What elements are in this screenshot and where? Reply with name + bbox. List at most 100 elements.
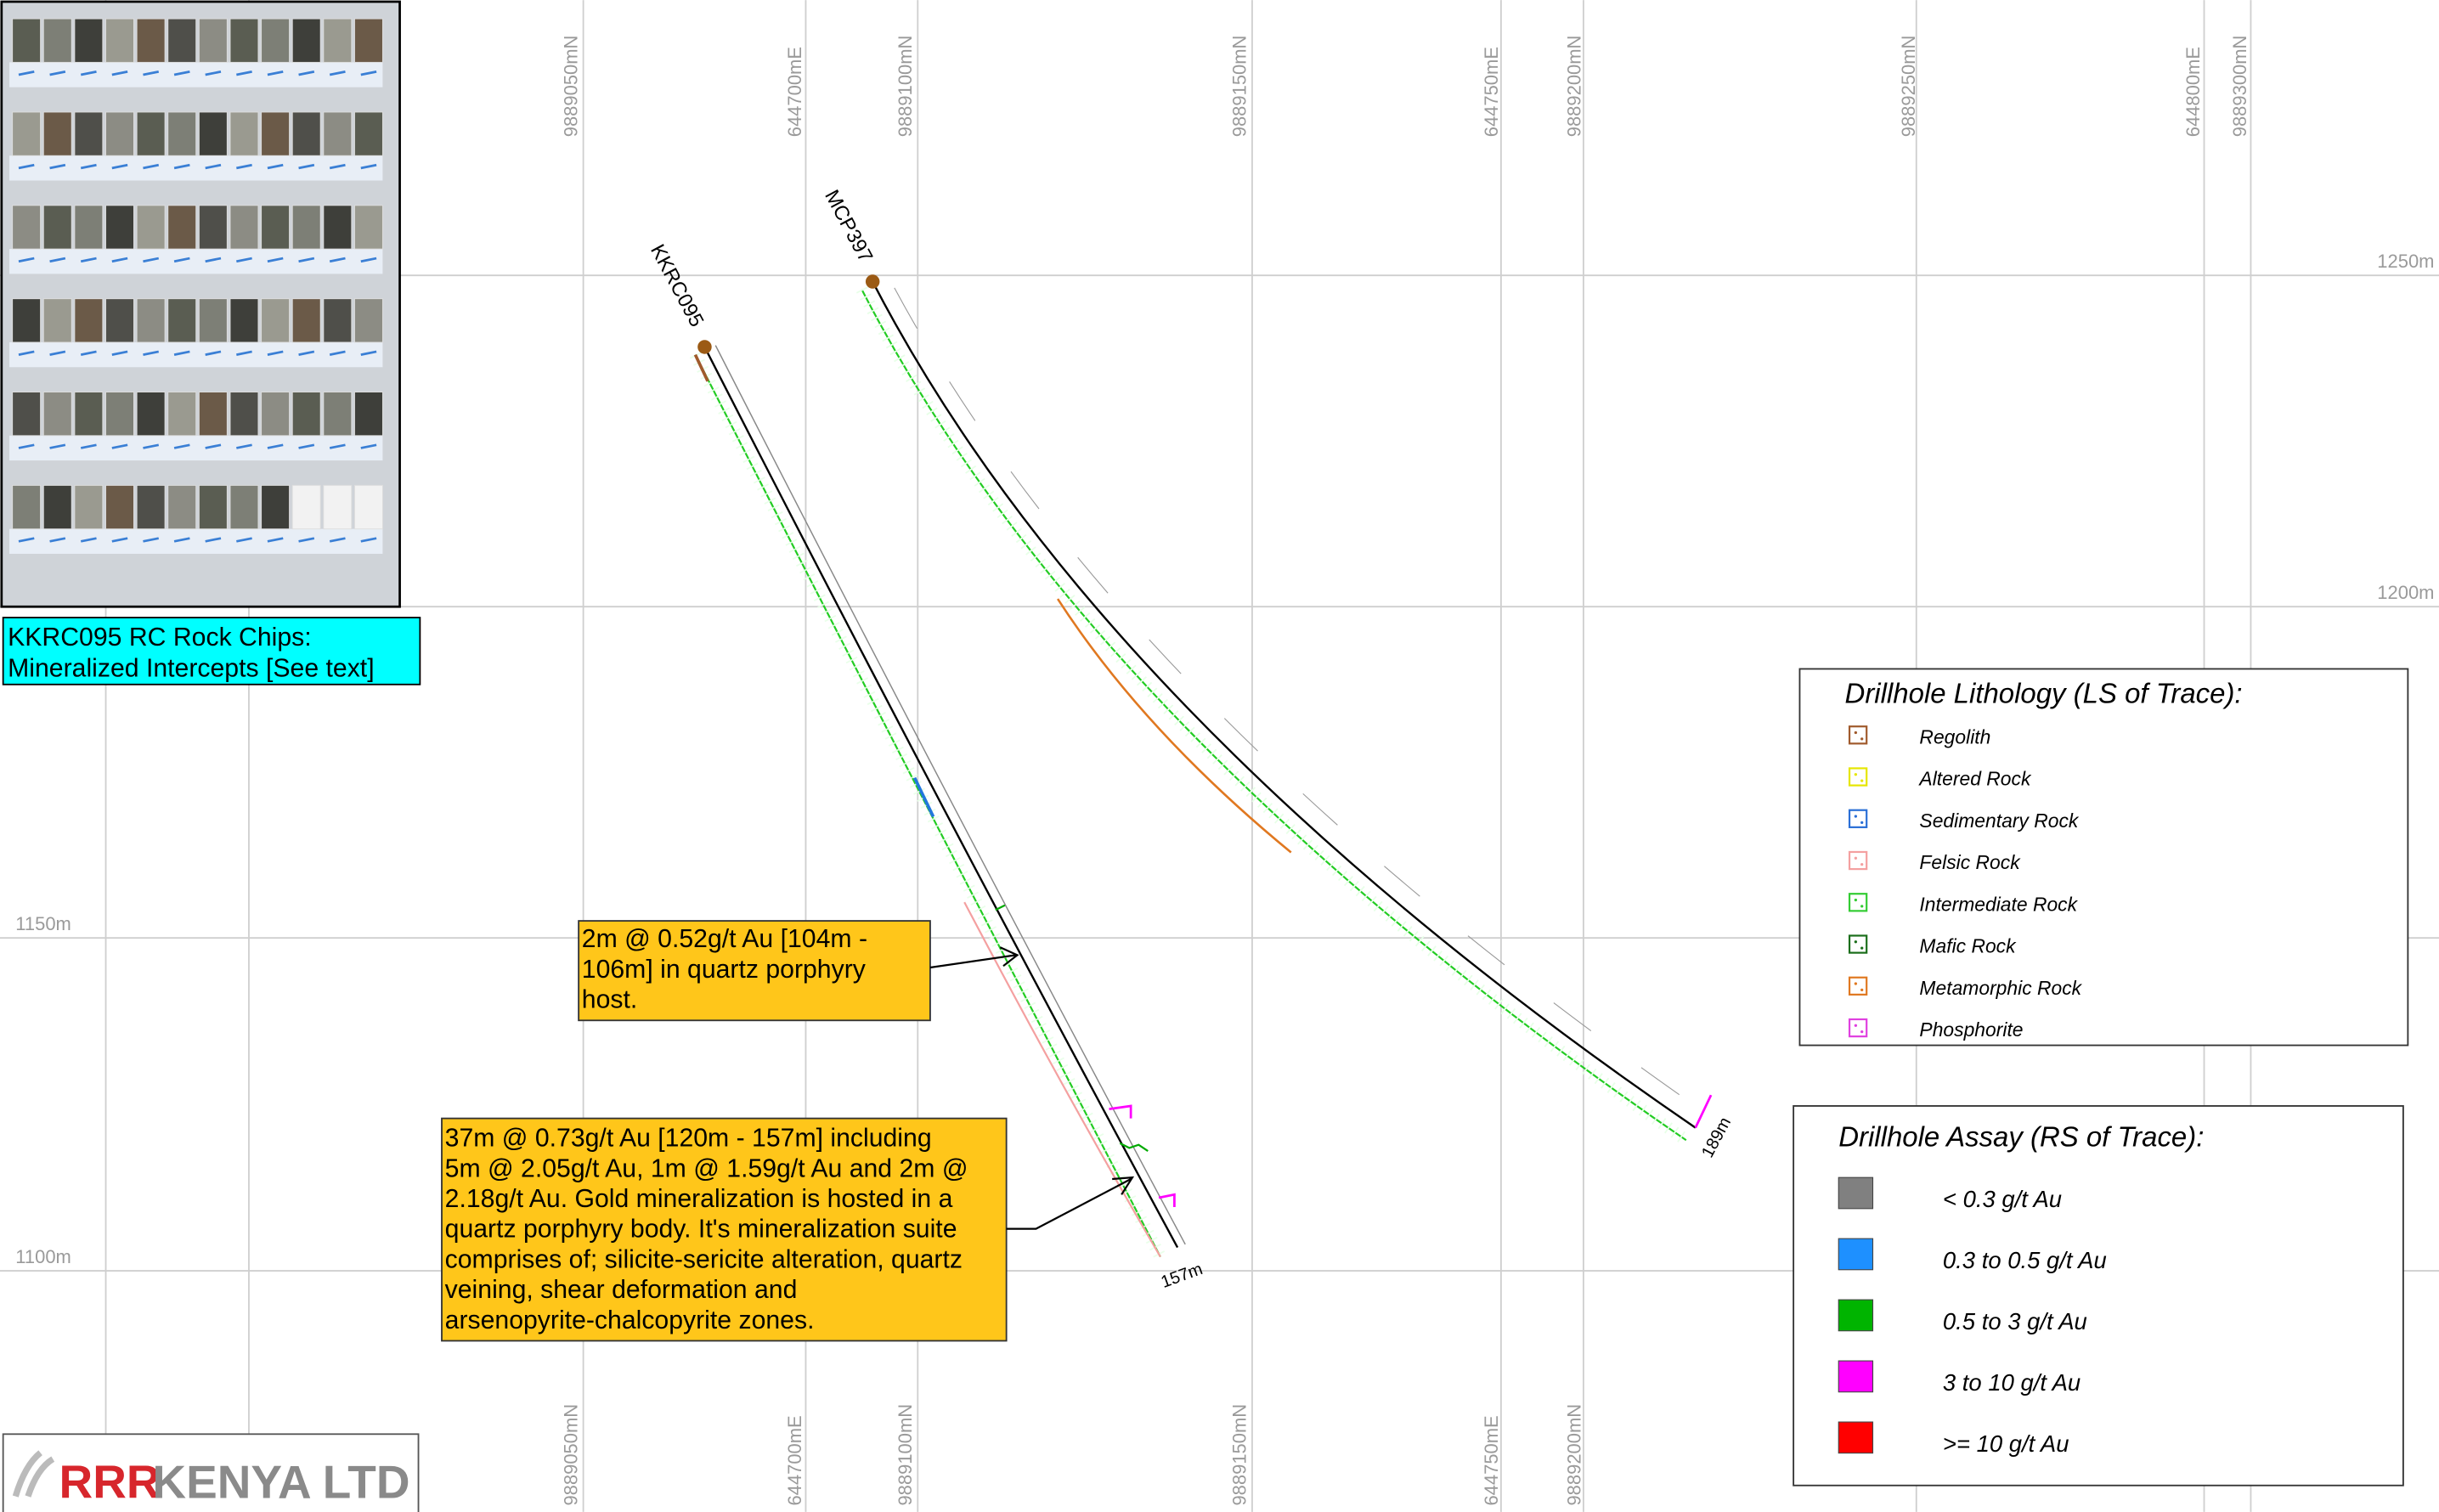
rock-sample xyxy=(261,392,291,437)
label-mark xyxy=(298,537,315,543)
label-mark xyxy=(111,163,128,170)
rock-sample xyxy=(354,18,383,63)
logo-text: KENYA LTD xyxy=(152,1455,409,1508)
rock-sample xyxy=(198,205,228,250)
legend-label: 0.5 to 3 g/t Au xyxy=(1943,1308,2087,1334)
label-mark xyxy=(49,350,66,356)
assay-legend: Drillhole Assay (RS of Trace): < 0.3 g/t… xyxy=(1793,1105,2404,1487)
rock-sample xyxy=(229,298,259,343)
grid-label: 9889300mN xyxy=(2229,36,2250,138)
rock-sample xyxy=(12,484,42,530)
rock-sample xyxy=(136,298,166,343)
label-mark xyxy=(111,537,128,543)
legend-swatch xyxy=(1848,767,1868,787)
rock-sample xyxy=(12,18,42,63)
label-mark xyxy=(173,443,190,449)
label-mark xyxy=(143,350,160,356)
label-mark xyxy=(360,443,377,449)
rock-sample xyxy=(229,111,259,156)
grid-label: 644700mE xyxy=(784,47,805,137)
grid-label: 9889250mN xyxy=(1898,36,1919,138)
label-mark xyxy=(18,537,35,543)
legend-swatch xyxy=(1838,1421,1874,1454)
label-mark xyxy=(18,163,35,170)
rock-sample xyxy=(167,111,197,156)
annotation-text: 2.18g/t Au. Gold mineralization is hoste… xyxy=(445,1185,953,1213)
label-mark xyxy=(111,71,128,76)
label-mark xyxy=(143,71,160,76)
label-mark xyxy=(49,537,66,543)
legend-swatch xyxy=(1848,850,1868,871)
label-mark xyxy=(298,257,315,263)
label-mark xyxy=(143,163,160,170)
legend-label: >= 10 g/t Au xyxy=(1943,1430,2069,1457)
annotation-text: arsenopyrite-chalcopyrite zones. xyxy=(445,1306,815,1334)
grid-label: 9889200mN xyxy=(1563,1404,1584,1506)
elevation-label: 1100m xyxy=(15,1246,71,1267)
annotation-text: 5m @ 2.05g/t Au, 1m @ 1.59g/t Au and 2m … xyxy=(445,1154,968,1182)
label-mark xyxy=(329,350,346,356)
legend-label: Mafic Rock xyxy=(1919,935,2017,957)
grid-label: 644750mE xyxy=(1481,1415,1502,1505)
logo-mark: RRR xyxy=(59,1455,161,1508)
rock-sample xyxy=(136,205,166,250)
swatch-dot xyxy=(1860,779,1864,782)
elevation-label: 1200m xyxy=(2377,582,2434,603)
rock-sample xyxy=(354,111,383,156)
annotation: 37m @ 0.73g/t Au [120m - 157m] including… xyxy=(441,1117,1135,1342)
logo: RRR KENYA LTD xyxy=(2,1433,420,1512)
annotation-text: 2m @ 0.52g/t Au [104m - xyxy=(582,925,867,953)
rock-sample xyxy=(261,111,291,156)
label-mark xyxy=(360,537,377,543)
legend-swatch xyxy=(1848,934,1868,954)
label-mark xyxy=(236,350,252,356)
rock-sample xyxy=(42,18,72,63)
rock-sample xyxy=(323,111,353,156)
rock-sample xyxy=(198,484,228,530)
rock-sample xyxy=(198,111,228,156)
label-mark xyxy=(205,350,222,356)
tray-label xyxy=(8,341,383,368)
rock-sample xyxy=(198,18,228,63)
swatch-dot xyxy=(1854,898,1858,902)
rock-sample xyxy=(74,298,104,343)
rock-sample xyxy=(261,484,291,530)
rock-sample xyxy=(229,205,259,250)
label-mark xyxy=(236,537,252,543)
legend-swatch xyxy=(1838,1238,1874,1271)
legend-label: Regolith xyxy=(1919,725,1990,748)
label-mark xyxy=(298,163,315,170)
annotation: 2m @ 0.52g/t Au [104m - 106m] in quartz p… xyxy=(578,920,1019,1022)
legend-label: 3 to 10 g/t Au xyxy=(1943,1369,2080,1396)
label-mark xyxy=(236,71,252,76)
rock-sample xyxy=(323,205,353,250)
label-mark xyxy=(236,443,252,449)
rock-sample xyxy=(42,111,72,156)
rock-sample xyxy=(105,392,134,437)
label-mark xyxy=(267,350,284,356)
label-mark xyxy=(298,71,315,76)
label-mark xyxy=(80,350,97,356)
photo-caption-box xyxy=(2,617,421,685)
rock-sample xyxy=(74,18,104,63)
swatch-dot xyxy=(1860,862,1864,866)
rock-sample xyxy=(74,484,104,530)
rock-sample xyxy=(105,111,134,156)
rock-sample xyxy=(323,392,353,437)
label-mark xyxy=(329,257,346,263)
legend-swatch xyxy=(1848,725,1868,745)
rock-sample xyxy=(12,205,42,250)
rock-sample xyxy=(136,111,166,156)
rock-sample xyxy=(291,392,321,437)
rock-sample xyxy=(291,484,321,530)
rock-sample xyxy=(12,392,42,437)
label-mark xyxy=(236,257,252,263)
photo-caption: Mineralized Intercepts [See text] xyxy=(8,655,374,683)
label-mark xyxy=(18,350,35,356)
rock-sample xyxy=(229,18,259,63)
label-mark xyxy=(49,163,66,170)
rock-sample xyxy=(229,484,259,530)
rock-sample xyxy=(291,205,321,250)
rock-sample xyxy=(354,484,383,530)
